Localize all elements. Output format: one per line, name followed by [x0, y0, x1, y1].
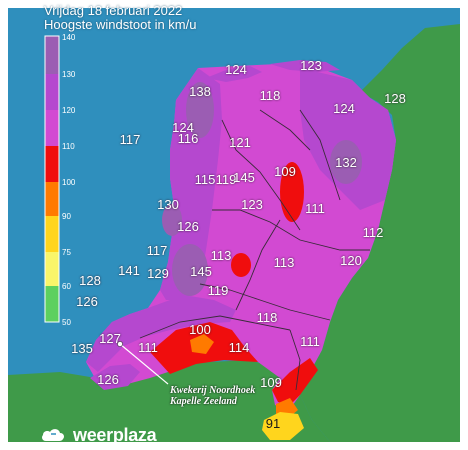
legend-tick: 140 — [62, 33, 76, 42]
legend-swatch-75-90 — [45, 216, 59, 252]
station-value: 124 — [172, 120, 194, 135]
station-value: 132 — [335, 155, 357, 170]
legend-swatch-50-60 — [45, 286, 59, 322]
legend-tick: 110 — [62, 142, 75, 151]
zeeland-south — [90, 364, 140, 390]
station-value: 129 — [147, 266, 169, 281]
station-value: 120 — [340, 253, 362, 268]
belgium-land — [8, 360, 330, 442]
zone-120-130-southwest — [96, 296, 236, 348]
legend-swatch-130-140 — [45, 36, 59, 74]
station-value: 111 — [300, 334, 320, 349]
station-value: 124 — [225, 62, 247, 77]
zone-130-140-coast — [162, 204, 182, 236]
zone-90-100-south — [190, 334, 214, 354]
station-value: 126 — [177, 219, 199, 234]
brand-logo: weerplaza — [40, 423, 180, 447]
station-value: 145 — [190, 264, 212, 279]
brand-name: weerplaza — [73, 425, 157, 445]
station-value: 111 — [138, 340, 158, 355]
station-value: 113 — [273, 255, 295, 270]
station-value: 121 — [229, 135, 251, 150]
zone-120-130-north — [300, 68, 396, 210]
station-value: 113 — [210, 248, 232, 263]
station-value: 130 — [157, 197, 179, 212]
zone-130-140-north-holland — [186, 82, 214, 138]
legend-tick: 75 — [62, 248, 71, 257]
station-value: 109 — [260, 375, 282, 390]
station-value: 135 — [71, 341, 93, 356]
legend-tick: 100 — [62, 178, 76, 187]
legend-colorbar — [44, 35, 60, 323]
annotation-pointer — [117, 341, 169, 385]
annotation-line-2: Kapelle Zeeland — [170, 396, 237, 407]
legend-swatch-60-75 — [45, 252, 59, 286]
zone-130-140-east — [330, 140, 362, 184]
location-annotation: Kwekerij Noordhoek Kapelle Zeeland — [170, 385, 255, 407]
map-subtitle: Hoogste windstoot in km/u — [44, 17, 197, 32]
wadden-islands — [206, 60, 340, 82]
province-borders — [139, 109, 370, 391]
zone-130-140-zuid-holland — [172, 244, 208, 296]
station-value: 119 — [207, 283, 229, 298]
station-value: 126 — [76, 294, 98, 309]
station-value: 112 — [362, 225, 384, 240]
legend-tick: 60 — [62, 282, 71, 291]
zone-75-90-limburg — [262, 412, 304, 440]
legend-tick: 50 — [62, 318, 71, 327]
station-value: 119 — [215, 172, 237, 187]
legend-swatch-120-130 — [45, 74, 59, 110]
station-value: 117 — [146, 243, 168, 258]
station-value: 117 — [119, 132, 141, 147]
station-value: 118 — [256, 310, 278, 325]
cloud-icon — [42, 429, 64, 441]
station-value: 118 — [259, 88, 281, 103]
station-value: 145 — [233, 170, 255, 185]
zone-100-110-limburg — [272, 358, 318, 405]
legend-swatch-110-120 — [45, 110, 59, 146]
station-value: 100 — [189, 322, 211, 337]
germany-land — [300, 24, 460, 442]
legend-tick: 130 — [62, 70, 76, 79]
station-value: 126 — [97, 372, 119, 387]
station-value: 109 — [274, 164, 296, 179]
map-date: Vrijdag 18 februari 2022 — [44, 3, 183, 18]
station-value: 123 — [241, 197, 263, 212]
legend-tick: 120 — [62, 106, 76, 115]
station-value: 127 — [99, 331, 121, 346]
station-value: 124 — [333, 101, 355, 116]
legend-swatch-100-110 — [45, 146, 59, 182]
station-value: 116 — [177, 131, 199, 146]
annotation-line-1: Kwekerij Noordhoek — [170, 385, 256, 396]
station-value: 128 — [384, 91, 406, 106]
legend-tick: 90 — [62, 212, 71, 221]
station-value: 138 — [189, 84, 211, 99]
zone-100-110-utrecht — [231, 253, 251, 277]
legend-swatch-90-100 — [45, 182, 59, 216]
zone-100-110-gelderland — [280, 162, 304, 222]
station-value: 114 — [228, 340, 250, 355]
station-value: 128 — [79, 273, 101, 288]
station-value: 111 — [305, 201, 325, 216]
station-value: 141 — [118, 263, 140, 278]
station-value: 123 — [300, 58, 322, 73]
station-value: 115 — [194, 172, 216, 187]
station-value: 91 — [265, 416, 281, 431]
